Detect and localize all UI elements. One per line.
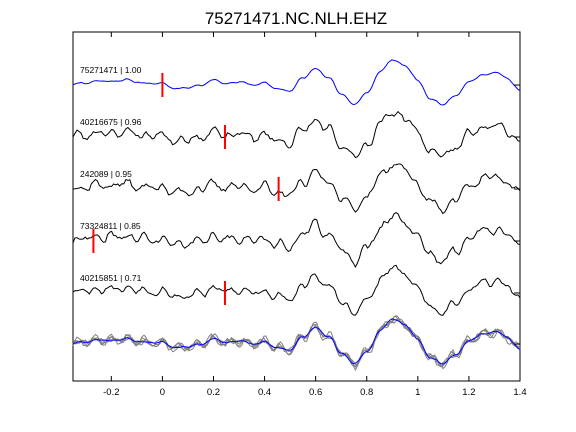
x-tick-label-2: 0.2 bbox=[207, 387, 220, 398]
plot-frame bbox=[72, 31, 521, 382]
x-axis: -0.2 0 0.2 0.4 0.6 0.8 1 1.2 1.4 bbox=[103, 32, 527, 398]
traces-layer: 75271471 | 1.00 40216675 | 0.96 242089 | 0… bbox=[72, 59, 521, 316]
chart-title: 75271471.NC.NLH.EHZ bbox=[205, 9, 387, 28]
x-tick-label-3: 0.4 bbox=[258, 387, 271, 398]
trace-label-2: 40216675 | 0.96 bbox=[80, 117, 142, 127]
trace-line-1 bbox=[72, 59, 521, 106]
trace-line-4 bbox=[72, 212, 521, 269]
trace-line-3 bbox=[73, 163, 521, 215]
trace-label-4: 73324811 | 0.85 bbox=[80, 221, 141, 231]
trace-label-1: 75271471 | 1.00 bbox=[80, 65, 142, 75]
trace-line-5 bbox=[72, 264, 521, 316]
x-tick-label-4: 0.6 bbox=[309, 387, 322, 398]
trace-label-3: 242089 | 0.95 bbox=[80, 169, 132, 179]
overlay-layer bbox=[72, 315, 521, 372]
trace-line-2 bbox=[72, 110, 521, 159]
x-tick-label-7: 1.2 bbox=[462, 387, 475, 398]
x-tick-label-1: 0 bbox=[160, 387, 165, 398]
x-tick-label-6: 1 bbox=[415, 387, 420, 398]
x-tick-label-5: 0.8 bbox=[360, 387, 373, 398]
x-tick-label-0: -0.2 bbox=[103, 387, 119, 398]
overlay-trace-1 bbox=[72, 318, 521, 365]
x-tick-label-8: 1.4 bbox=[513, 387, 526, 398]
trace-label-5: 40215851 | 0.71 bbox=[80, 273, 142, 283]
